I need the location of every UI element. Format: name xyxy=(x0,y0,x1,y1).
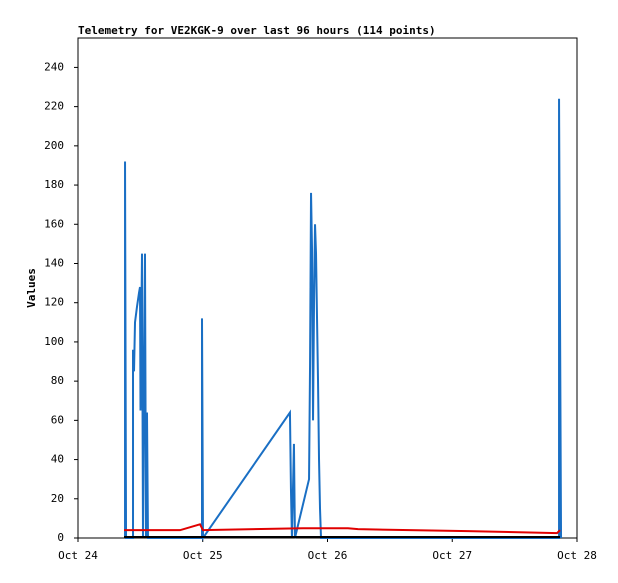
y-tick-label: 180 xyxy=(44,178,64,191)
y-tick-label: 20 xyxy=(51,492,64,505)
x-tick-label: Oct 24 xyxy=(58,549,98,562)
x-tick-label: Oct 28 xyxy=(557,549,597,562)
x-tick-label: Oct 26 xyxy=(308,549,348,562)
y-tick-label: 220 xyxy=(44,100,64,113)
series-line xyxy=(124,98,563,542)
x-tick-label: Oct 25 xyxy=(183,549,223,562)
series-line xyxy=(124,523,561,535)
y-tick-label: 120 xyxy=(44,296,64,309)
y-tick-label: 40 xyxy=(51,453,64,466)
y-tick-label: 60 xyxy=(51,413,64,426)
chart-title: Telemetry for VE2KGK-9 over last 96 hour… xyxy=(78,24,436,37)
y-tick-label: 200 xyxy=(44,139,64,152)
x-tick-label: Oct 27 xyxy=(432,549,472,562)
y-tick-label: 240 xyxy=(44,60,64,73)
y-axis-label: Values xyxy=(25,268,38,308)
y-tick-label: 100 xyxy=(44,335,64,348)
y-tick-label: 160 xyxy=(44,217,64,230)
y-tick-label: 0 xyxy=(57,531,64,544)
y-tick-label: 80 xyxy=(51,374,64,387)
y-tick-label: 140 xyxy=(44,256,64,269)
